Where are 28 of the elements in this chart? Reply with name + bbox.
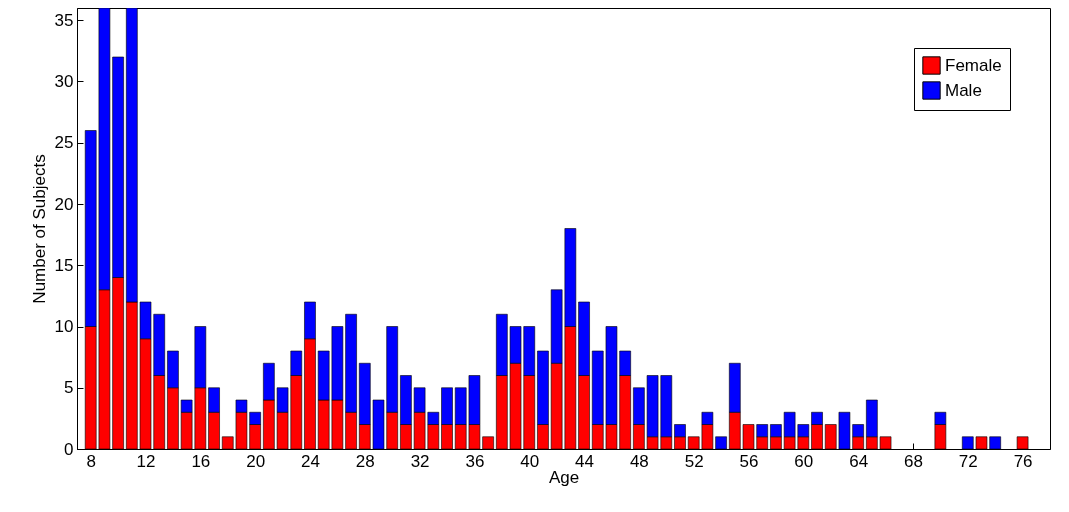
x-tick-label: 12 xyxy=(136,451,156,471)
y-tick-label: 5 xyxy=(64,378,74,398)
x-tick-label: 64 xyxy=(849,451,869,471)
y-tick-label: 10 xyxy=(54,317,74,336)
y-tick-label: 25 xyxy=(54,133,74,153)
x-tick-label: 28 xyxy=(355,451,375,471)
x-tick-label: 76 xyxy=(1013,451,1033,471)
x-tick-label: 24 xyxy=(301,451,320,471)
y-tick-label: 0 xyxy=(64,439,74,459)
legend-label: Male xyxy=(945,80,982,100)
x-tick-label: 36 xyxy=(465,451,485,471)
y-tick-label: 30 xyxy=(54,72,74,91)
y-tick-label: 20 xyxy=(54,194,74,214)
x-tick-label: 32 xyxy=(410,451,430,471)
x-tick-label: 56 xyxy=(739,451,759,471)
x-tick-label: 20 xyxy=(246,451,266,471)
x-tick-label: 48 xyxy=(629,451,649,471)
x-tick-label: 40 xyxy=(520,451,540,471)
legend-label: Female xyxy=(945,55,1002,75)
x-tick-label: 68 xyxy=(904,451,923,471)
x-tick-label: 16 xyxy=(191,451,211,471)
x-tick-label: 72 xyxy=(958,451,978,471)
x-tick-label: 52 xyxy=(684,451,704,471)
y-axis-title: Number of Subjects xyxy=(29,154,49,304)
x-tick-label: 8 xyxy=(86,451,96,471)
y-tick-label: 35 xyxy=(54,10,74,30)
x-tick-label: 60 xyxy=(794,451,814,471)
y-tick-label: 15 xyxy=(54,255,74,275)
